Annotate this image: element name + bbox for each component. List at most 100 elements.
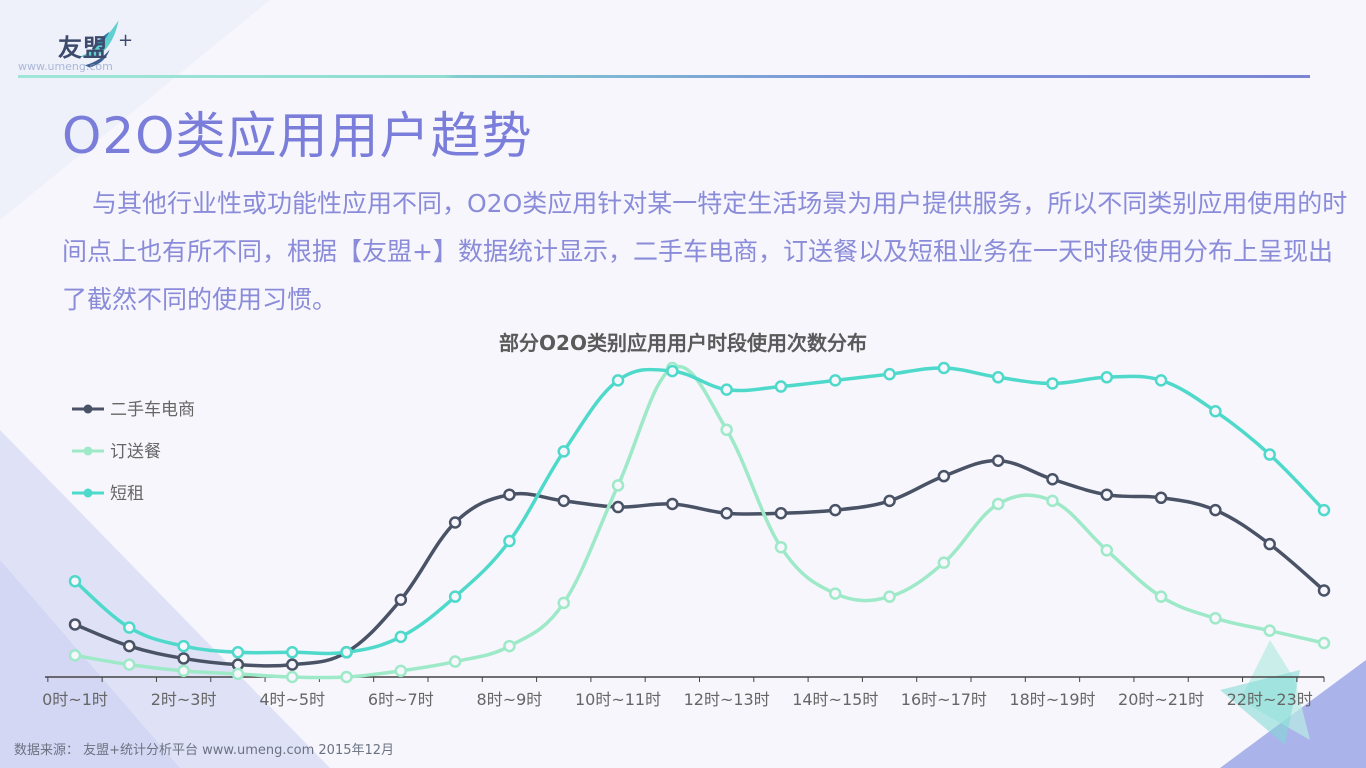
data-point [448,590,462,603]
data-point [774,380,788,393]
data-point [1100,371,1114,384]
brand-name: 友盟 [58,34,108,62]
x-tick-label: 6时~7时 [368,690,434,709]
data-point [774,506,788,520]
x-tick-label: 14时~15时 [792,690,878,709]
legend-swatch-dot [83,488,93,498]
data-point [1263,448,1276,461]
x-tick-label: 18时~19时 [1009,690,1095,709]
data-point [68,574,82,588]
intro-paragraph: 与其他行业性或功能性应用不同，O2O类应用针对某一特定生活场景为用户提供服务，所… [62,189,1348,314]
data-point [937,361,951,375]
data-point [883,494,896,508]
data-point [1263,537,1276,551]
data-point [448,655,462,668]
header-divider [18,75,1310,78]
brand-plus: + [118,30,134,51]
data-point [1317,584,1331,597]
legend-swatch-dot [83,446,93,456]
x-tick-label: 2时~3时 [151,690,217,709]
x-tick-label: 12时~13时 [684,690,770,709]
data-point [611,374,625,387]
data-point [503,534,516,548]
data-point [1317,503,1331,517]
legend-label: 二手车电商 [110,400,195,420]
data-point [177,652,190,665]
data-point [774,540,788,554]
data-point [611,479,625,492]
data-point [991,497,1005,511]
x-tick-label: 22时~23时 [1227,690,1313,709]
data-point [1209,612,1222,625]
data-point [394,593,408,606]
series-line-1 [73,364,1326,680]
x-tick-label: 8时~9时 [477,690,543,709]
data-point [829,587,842,600]
data-point [177,664,190,678]
brand-url: www.umeng.com [18,60,113,73]
line-chart: 0时~1时 2时~3时 4时~5时 6时~7时 8时~9时 10时~11时 12时~13时 1… [42,361,1331,709]
data-point [1209,405,1222,418]
data-source-note: 数据来源： 友盟+统计分析平台 www.umeng.com 2015年12月 [14,743,395,758]
data-point [285,670,299,684]
data-point [557,445,570,458]
data-point [666,497,679,511]
data-point [883,367,896,381]
data-point [1154,491,1168,505]
series-line-0 [73,458,1326,668]
data-point [1209,503,1222,517]
series-line-2 [73,366,1326,656]
data-point [720,506,733,520]
data-point [285,658,299,671]
data-point [1046,377,1059,390]
data-point [123,658,136,671]
data-point [231,667,245,681]
umeng-logo [80,20,119,68]
data-point [1046,494,1059,508]
data-point [340,646,353,659]
data-point [177,639,190,653]
x-tick-label: 10时~11时 [575,690,661,709]
data-point [557,494,570,508]
x-tick-label: 20时~21时 [1118,690,1204,709]
legend-label: 短租 [110,484,144,504]
data-point [1263,624,1276,637]
data-point [394,630,408,644]
data-point [1154,590,1168,603]
data-point [937,469,951,483]
data-point [829,374,842,387]
data-point [1317,636,1331,650]
data-point [720,423,733,437]
data-point [123,621,136,634]
data-point [883,590,896,603]
x-tick-label: 16时~17时 [901,690,987,709]
data-point [666,364,679,378]
data-point [557,596,570,610]
data-point [231,646,245,659]
x-tick-label: 4时~5时 [259,690,325,709]
data-point [68,649,82,662]
data-point [394,664,408,678]
data-point [448,516,462,529]
x-tick-label: 0时~1时 [42,690,108,709]
legend-label: 订送餐 [110,442,161,462]
data-point [829,503,842,517]
data-point [503,488,516,501]
data-point [340,670,353,684]
legend-swatch-dot [83,404,93,414]
data-point [1100,544,1114,557]
data-point [611,500,625,514]
data-point [991,454,1005,467]
data-point [1154,374,1168,387]
chart-title: 部分O2O类别应用用户时段使用次数分布 [499,331,867,355]
data-point [503,639,516,653]
data-point [285,646,299,659]
data-point [937,556,951,569]
data-point [68,618,82,631]
data-point [123,639,136,653]
page-title: O2O类应用用户趋势 [62,107,533,165]
data-point [720,383,733,396]
data-point [1100,488,1114,501]
data-point [1046,472,1059,486]
